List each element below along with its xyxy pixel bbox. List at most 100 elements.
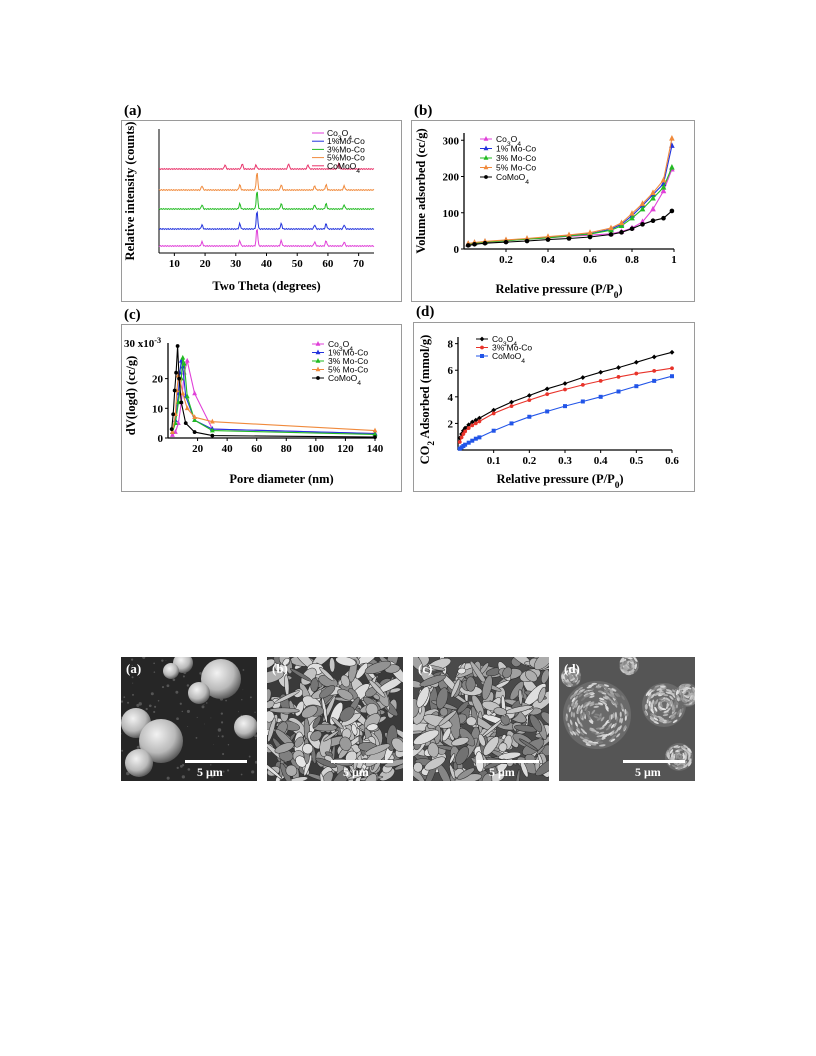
petal — [578, 705, 581, 712]
petal — [566, 671, 572, 675]
petal — [574, 689, 579, 694]
petal — [677, 748, 683, 751]
flake — [294, 736, 304, 748]
petal — [600, 744, 606, 747]
data-point — [463, 429, 468, 434]
x-tick-label: 60 — [251, 443, 263, 455]
petal — [652, 687, 658, 691]
texture — [221, 735, 224, 738]
series-3% Mo-Co — [457, 366, 674, 444]
y-tick-label: 0 — [158, 433, 164, 445]
x-tick-label: 80 — [281, 443, 293, 455]
data-point — [472, 241, 477, 247]
texture — [131, 658, 134, 661]
petal — [693, 695, 695, 701]
series-line — [171, 357, 376, 435]
petal — [620, 657, 625, 663]
petal — [587, 740, 594, 743]
petal — [586, 700, 592, 705]
petal — [658, 717, 665, 720]
petal — [683, 698, 689, 702]
data-point — [181, 360, 187, 366]
series-line — [171, 373, 376, 433]
petal — [610, 714, 613, 720]
petal — [601, 692, 607, 695]
flake — [282, 657, 290, 666]
petal — [686, 687, 692, 690]
data-point — [618, 219, 625, 226]
texture — [226, 769, 230, 772]
petal — [579, 736, 585, 740]
x-tick-label: 50 — [292, 258, 304, 270]
petal — [598, 684, 605, 687]
series-CoMoO4 — [457, 374, 674, 451]
texture — [157, 699, 160, 702]
petal — [659, 699, 665, 703]
texture — [121, 716, 123, 719]
petal — [672, 719, 678, 724]
texture — [121, 733, 122, 735]
scale-label: 5 μm — [197, 765, 223, 779]
texture — [121, 700, 124, 703]
data-point — [639, 200, 646, 206]
texture — [198, 769, 199, 771]
y-tick-label: 20 — [152, 374, 164, 386]
texture — [240, 773, 243, 776]
petal — [598, 731, 605, 735]
petal — [571, 701, 575, 707]
x-tick-label: 120 — [337, 443, 354, 455]
petal — [576, 691, 582, 696]
texture — [150, 692, 154, 696]
sem-label: (b) — [272, 661, 288, 676]
petal — [605, 706, 609, 712]
texture — [227, 744, 230, 746]
flake — [288, 776, 308, 781]
texture — [181, 775, 185, 779]
data-point — [670, 374, 674, 379]
data-point — [598, 394, 603, 399]
flake — [465, 716, 477, 726]
x-tick-label: 0.2 — [522, 455, 536, 467]
petal — [594, 713, 600, 716]
petal — [670, 713, 675, 718]
flake — [274, 742, 295, 754]
data-point — [526, 393, 532, 398]
data-point — [652, 378, 657, 383]
texture — [182, 675, 185, 678]
texture — [136, 745, 140, 749]
petal — [619, 711, 622, 718]
petal — [572, 668, 578, 673]
texture — [123, 696, 126, 698]
flake — [339, 736, 352, 751]
petal — [609, 731, 615, 736]
data-point — [171, 412, 176, 417]
petal — [632, 662, 635, 669]
petal — [609, 693, 615, 698]
data-point — [629, 210, 635, 216]
petal — [648, 701, 651, 707]
texture — [176, 766, 179, 770]
series-line — [459, 351, 673, 439]
petal — [570, 672, 576, 677]
petal — [569, 727, 574, 733]
data-point — [477, 419, 482, 424]
data-point — [491, 428, 496, 433]
flake — [364, 743, 391, 756]
data-point — [580, 375, 586, 380]
petal — [571, 697, 576, 703]
petal — [688, 699, 694, 703]
data-point — [503, 239, 509, 245]
petal — [614, 692, 619, 697]
legend-entry: 3% Mo-Co — [492, 343, 532, 353]
panel-label-a: (a) — [124, 103, 142, 119]
y-axis-label: CO2 Adsorbed (mmol/g) — [418, 335, 437, 465]
data-point — [629, 214, 635, 221]
texture — [205, 702, 208, 704]
y-tick-label: 10 — [152, 403, 164, 415]
data-point — [466, 422, 472, 428]
flake — [453, 761, 458, 771]
petal — [582, 711, 585, 718]
flake — [391, 737, 403, 752]
data-point — [651, 354, 657, 360]
